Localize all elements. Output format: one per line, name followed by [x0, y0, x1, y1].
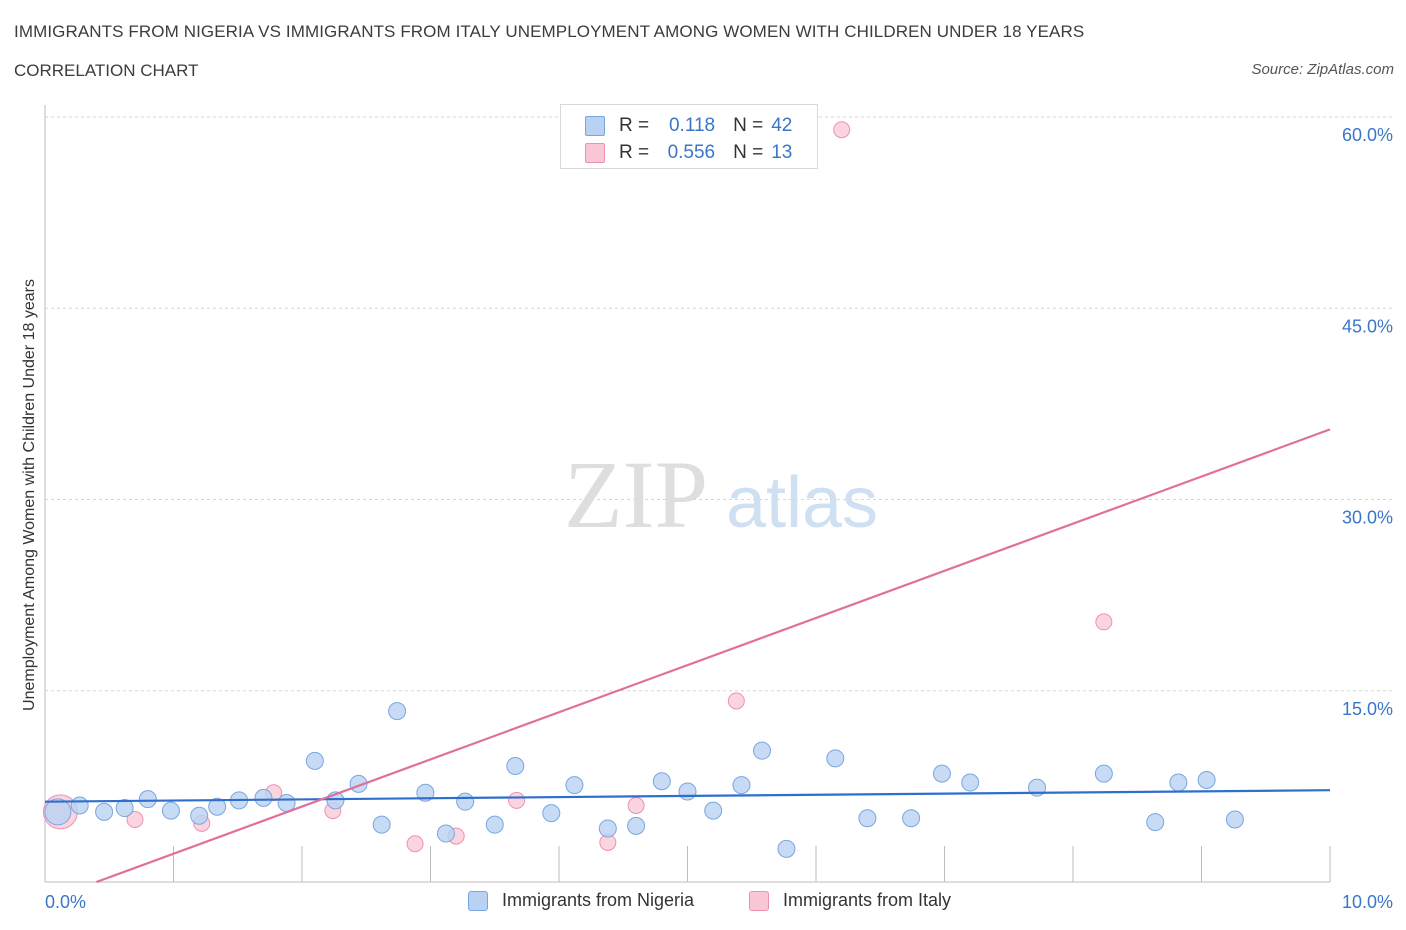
watermark-atlas: atlas — [726, 463, 878, 543]
n-label: N = — [733, 142, 764, 163]
grid-lines — [45, 116, 1392, 692]
bottom-legend-nigeria-label: Immigrants from Nigeria — [502, 890, 695, 910]
italy-point — [727, 692, 745, 710]
nigeria-point — [138, 790, 157, 809]
y-tick-label: 15.0% — [1342, 699, 1393, 719]
nigeria-point — [678, 782, 697, 801]
nigeria-point — [44, 798, 72, 826]
chart-title: IMMIGRANTS FROM NIGERIA VS IMMIGRANTS FR… — [14, 22, 1085, 41]
watermark-zip: ZIP — [564, 441, 708, 548]
nigeria-point — [208, 797, 227, 816]
nigeria-point — [732, 776, 751, 795]
r-value: 0.118 — [668, 115, 716, 136]
correlation-legend: R = 0.118 N = 42 R = 0.556 N = 13 — [560, 104, 818, 169]
nigeria-swatch — [585, 116, 605, 136]
source-credit: Source: ZipAtlas.com — [1251, 61, 1394, 78]
legend-row-nigeria: R = 0.118 N = 42 — [585, 115, 792, 137]
nigeria-point — [704, 801, 723, 820]
nigeria-swatch — [468, 890, 488, 911]
n-value: 13 — [771, 142, 793, 163]
nigeria-point — [190, 806, 209, 825]
nigeria-point — [753, 741, 772, 760]
y-tick-label: 60.0% — [1342, 125, 1393, 145]
nigeria-point — [506, 756, 525, 775]
nigeria-point — [627, 816, 646, 835]
nigeria-point — [115, 799, 134, 818]
nigeria-point — [826, 749, 845, 768]
nigeria-point — [565, 776, 584, 795]
x-tick-label: 0.0% — [45, 892, 86, 912]
tick-labels: 15.0% 30.0% 45.0% 60.0% 0.0% 10.0% — [45, 125, 1393, 912]
nigeria-point — [542, 804, 561, 823]
nigeria-point — [652, 772, 671, 791]
italy-point — [1095, 613, 1113, 631]
italy-point — [508, 791, 526, 809]
r-label: R = — [619, 142, 650, 163]
bottom-legend-nigeria: Immigrants from Nigeria — [468, 890, 694, 911]
axes — [44, 105, 1331, 883]
n-label: N = — [733, 115, 764, 136]
nigeria-point — [416, 783, 435, 802]
n-value: 42 — [771, 115, 793, 136]
bottom-legend-italy: Immigrants from Italy — [749, 890, 951, 911]
nigeria-point — [1225, 810, 1244, 829]
y-tick-label: 45.0% — [1342, 316, 1393, 336]
r-value: 0.556 — [667, 142, 716, 163]
nigeria-point — [1094, 764, 1113, 783]
nigeria-point — [961, 773, 980, 792]
italy-point — [406, 835, 424, 853]
nigeria-point — [161, 801, 180, 820]
italy-swatch — [749, 890, 769, 911]
y-tick-label: 30.0% — [1342, 508, 1393, 528]
nigeria-point — [305, 751, 324, 770]
nigeria-point — [598, 819, 617, 838]
italy-point — [126, 811, 144, 829]
bottom-legend-italy-label: Immigrants from Italy — [783, 890, 952, 910]
nigeria-point — [254, 788, 273, 807]
y-axis-label: Unemployment Among Women with Children U… — [21, 279, 38, 711]
nigeria-point — [372, 815, 391, 834]
r-label: R = — [619, 115, 650, 136]
nigeria-point — [388, 702, 407, 721]
italy-point — [833, 121, 851, 139]
italy-point — [627, 797, 645, 814]
nigeria-trend-line — [44, 789, 1331, 803]
watermark: ZIP atlas — [564, 441, 878, 548]
italy-swatch — [585, 143, 605, 163]
x-tick-label: 10.0% — [1342, 892, 1393, 912]
legend-row-italy: R = 0.556 N = 13 — [585, 142, 792, 164]
chart-subtitle: CORRELATION CHART — [14, 61, 199, 80]
nigeria-point — [932, 764, 951, 783]
nigeria-point — [902, 809, 921, 828]
nigeria-point — [1169, 773, 1188, 792]
nigeria-point — [858, 809, 877, 828]
italy-trend-line — [96, 428, 1331, 884]
nigeria-point — [436, 824, 455, 843]
nigeria-point — [1146, 813, 1165, 832]
nigeria-point — [777, 839, 796, 858]
nigeria-point — [456, 792, 475, 811]
nigeria-point — [485, 815, 504, 834]
nigeria-points — [44, 702, 1244, 858]
trend-lines — [44, 428, 1331, 884]
nigeria-point — [1197, 771, 1216, 789]
nigeria-point — [70, 796, 89, 815]
nigeria-point — [95, 802, 114, 821]
